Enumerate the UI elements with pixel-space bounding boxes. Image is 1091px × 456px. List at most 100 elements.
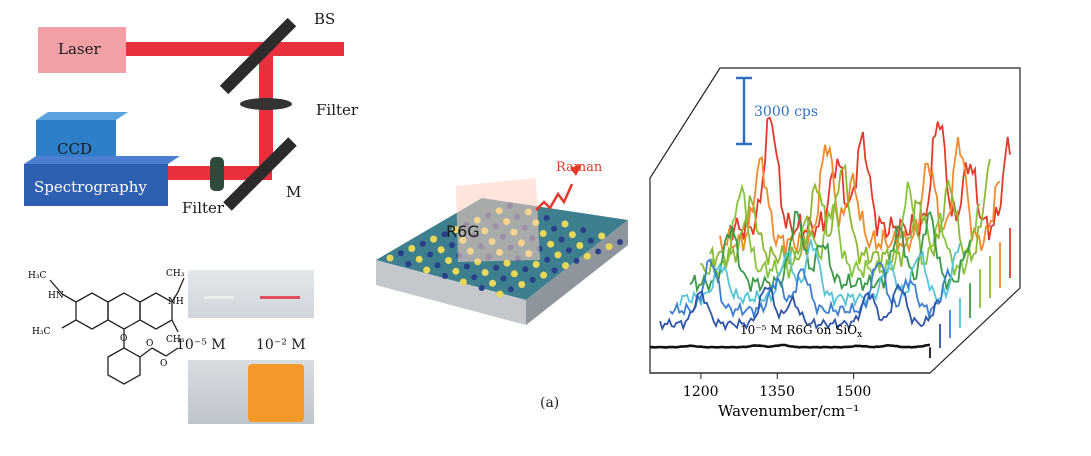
spectrograph-box (24, 164, 168, 206)
laser-box (38, 27, 126, 73)
spectrum-line (699, 181, 981, 280)
lattice-atom (576, 242, 584, 249)
vial-photo-top (188, 270, 314, 318)
x-tick-label: 1500 (836, 384, 872, 400)
laser-cone (456, 178, 540, 262)
filter-top (240, 98, 292, 110)
oxygen-label-2: O (146, 339, 153, 349)
lattice-atom (583, 252, 591, 260)
vial-high-meniscus (260, 296, 300, 299)
lattice-atom (441, 231, 448, 238)
beam-splitter (219, 17, 297, 95)
lattice-atom (595, 248, 602, 255)
x-tick-label: 1350 (759, 384, 795, 400)
filter-bottom-label: Filter (182, 199, 225, 217)
lattice-atom (573, 257, 580, 264)
lattice-atom (481, 269, 489, 276)
lattice-atom (562, 262, 569, 270)
lattice-atom (427, 251, 434, 258)
lattice-atom (459, 278, 467, 286)
lattice-atom (617, 239, 623, 245)
spectrum-line (649, 343, 931, 349)
oxygen-label-3: O (160, 359, 167, 369)
vial-photo-bottom (188, 360, 314, 424)
methyl-label-4: CH₃ (166, 335, 185, 345)
lattice-atom (496, 290, 504, 298)
lattice-atom (605, 243, 613, 251)
lattice-atom (539, 230, 547, 237)
spectrum-line (679, 239, 961, 308)
substrate-side (526, 220, 628, 325)
lattice-atom (598, 232, 606, 240)
lattice-atom (565, 247, 572, 254)
spectrograph-top (24, 156, 180, 164)
filter-top-label: Filter (316, 101, 359, 119)
lattice-atom (558, 236, 565, 243)
lattice-atom (430, 235, 438, 243)
raman-signal-arrow (535, 183, 574, 211)
r6g-label: R6G (446, 222, 480, 241)
lattice-atom (518, 281, 526, 288)
laser-label: Laser (58, 40, 101, 58)
laser-beam-horizontal (126, 42, 344, 56)
raman-waterfall-chart: 1200 1350 1500 3000 cps 10⁻⁵ M R6G on SiOx… (649, 67, 1021, 420)
lattice-atom (503, 259, 511, 267)
r6g-structure: H₃C HN NH CH₃ H₃C CH₃ O O O (28, 269, 185, 385)
bs-label: BS (314, 10, 336, 28)
lattice-atom (507, 286, 514, 293)
lattice-atom (543, 215, 550, 221)
vial-low-meniscus (204, 296, 234, 299)
mirror-label: M (286, 183, 302, 201)
lattice-atom (547, 240, 555, 248)
lattice-atom (544, 256, 551, 263)
lattice-atom (437, 246, 445, 254)
amine-label-2: NH (168, 297, 184, 307)
lattice-atom (405, 261, 412, 267)
ccd-label: CCD (57, 140, 92, 158)
raman-label: Raman (556, 160, 603, 175)
lattice-atom (580, 227, 587, 233)
lattice-atom (471, 274, 478, 281)
vial-orange-solution (248, 364, 304, 422)
lattice-atom (415, 255, 423, 263)
filter-bottom (210, 157, 224, 191)
lattice-atom (532, 260, 540, 268)
substrate-illustration (376, 164, 628, 325)
spectrum-line (729, 116, 1011, 243)
lattice-atom (561, 220, 569, 228)
lattice-atom (489, 279, 497, 287)
spectrum-line (669, 258, 951, 320)
scale-bar-label: 3000 cps (754, 104, 818, 120)
lattice-atom (568, 231, 576, 239)
spectrum-line (689, 210, 971, 294)
lattice-atom (587, 237, 594, 244)
spectrum-line (719, 137, 1001, 256)
x-axis-title: Wavenumber/cm⁻¹ (718, 402, 859, 420)
lattice-atom (478, 285, 485, 291)
spectrum-line (659, 282, 941, 332)
lattice-atom (408, 245, 416, 252)
amine-label-1: HN (48, 291, 64, 301)
reference-annotation: 10⁻⁵ M R6G on SiOx (740, 323, 862, 340)
lattice-atom (452, 267, 460, 275)
methyl-label-1: H₃C (28, 271, 46, 281)
lattice-atom (423, 266, 431, 274)
spectrography-label: Spectrography (34, 178, 147, 196)
ccd-box-top (36, 112, 128, 120)
lattice-atom (434, 262, 441, 269)
lattice-atom (540, 271, 548, 279)
lattice-atom (493, 264, 500, 271)
lattice-atom (529, 276, 536, 283)
lattice-atom (551, 225, 558, 232)
x-tick-label: 1200 (683, 384, 719, 400)
lattice-atom (500, 275, 507, 282)
lattice-atom (551, 267, 558, 274)
raman-arrow-head (570, 164, 582, 176)
mirror (223, 137, 297, 211)
lattice-atom (463, 263, 470, 270)
lattice-atom (445, 257, 452, 264)
methyl-label-3: H₃C (32, 327, 50, 337)
lattice-atom (510, 270, 518, 278)
lattice-atom (442, 273, 448, 279)
lattice-atom (386, 254, 394, 262)
